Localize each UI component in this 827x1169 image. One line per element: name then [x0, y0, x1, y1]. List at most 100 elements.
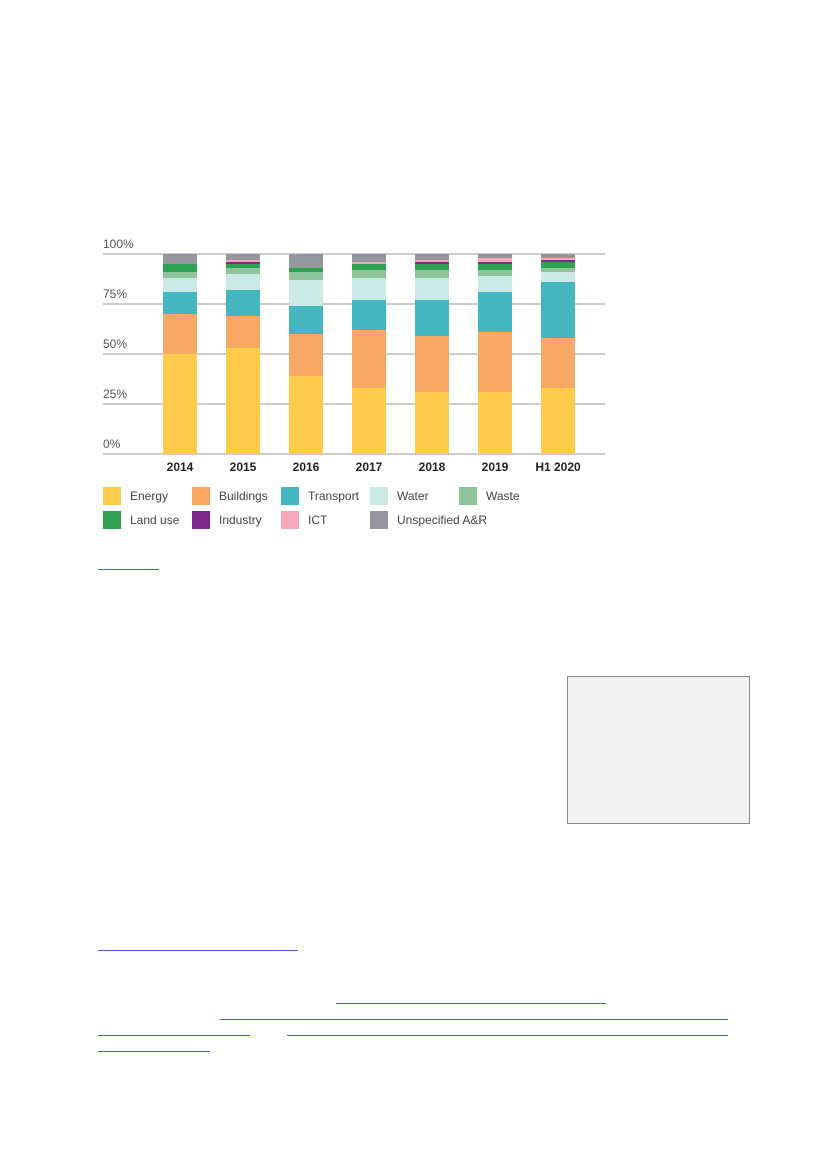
- x-tick-label: 2019: [482, 460, 509, 474]
- legend-label: Buildings: [219, 489, 268, 503]
- legend-item: Industry: [192, 510, 262, 530]
- stacked-bar-chart: 0% 25% 50% 75% 100% 2014 2015 2016 2017 2018 2019…: [103, 237, 605, 474]
- bar-segment-buildings-2018: [415, 336, 449, 392]
- legend-label: Land use: [130, 513, 180, 527]
- legend-item: Waste: [459, 486, 520, 506]
- bar-segment-industry-2015: [226, 262, 260, 264]
- bar-segment-unspecified-a-r-2014: [163, 254, 197, 264]
- legend-item: ICT: [281, 510, 327, 530]
- legend-swatch: [192, 511, 210, 529]
- x-tick-label: 2017: [356, 460, 383, 474]
- x-tick-label: 2015: [230, 460, 257, 474]
- bar-segment-unspecified-a-r-2016: [289, 254, 323, 268]
- divider-rule: [98, 950, 298, 951]
- legend-label: ICT: [308, 513, 328, 527]
- bar-segment-buildings-2016: [289, 334, 323, 376]
- bar-segment-industry-h1-2020: [541, 260, 575, 262]
- legend-swatch: [103, 511, 121, 529]
- legend-label: Energy: [130, 489, 169, 503]
- divider-rule: [98, 1051, 210, 1052]
- legend-item: Energy: [103, 486, 168, 506]
- bar-segment-waste-h1-2020: [541, 268, 575, 272]
- legend-label: Waste: [486, 489, 520, 503]
- legend-item: Unspecified A&R: [370, 510, 487, 530]
- legend-item: Water: [370, 486, 429, 506]
- bar-segment-buildings-h1-2020: [541, 338, 575, 388]
- y-tick-label: 50%: [103, 337, 127, 351]
- bar-segment-unspecified-a-r-2017: [352, 254, 386, 262]
- legend-swatch: [370, 487, 388, 505]
- bar-segment-ict-2015: [226, 260, 260, 262]
- bar-segment-energy-2015: [226, 348, 260, 454]
- bar-segment-ict-2017: [352, 262, 386, 264]
- bar-segment-energy-2019: [478, 392, 512, 454]
- legend-swatch: [370, 511, 388, 529]
- bar-segment-waste-2019: [478, 270, 512, 276]
- bar-segment-transport-2018: [415, 300, 449, 336]
- bar-segment-buildings-2017: [352, 330, 386, 388]
- bar-segment-land-use-2017: [352, 264, 386, 270]
- bars: [163, 254, 575, 454]
- legend-swatch: [459, 487, 477, 505]
- bar-segment-transport-2019: [478, 292, 512, 332]
- bar-segment-transport-h1-2020: [541, 282, 575, 338]
- bar-segment-water-2014: [163, 278, 197, 292]
- divider-rule: [287, 1035, 728, 1036]
- bar-segment-waste-2015: [226, 268, 260, 274]
- divider-rule: [220, 1019, 728, 1020]
- bar-segment-water-h1-2020: [541, 272, 575, 282]
- bar-segment-land-use-2019: [478, 264, 512, 270]
- x-axis-ticks: 2014 2015 2016 2017 2018 2019 H1 2020: [167, 460, 581, 474]
- bar-segment-unspecified-a-r-h1-2020: [541, 254, 575, 258]
- legend-swatch: [281, 511, 299, 529]
- divider-rule: [98, 1035, 250, 1036]
- legend-swatch: [192, 487, 210, 505]
- bar-segment-unspecified-a-r-2018: [415, 254, 449, 260]
- bar-segment-waste-2016: [289, 272, 323, 280]
- legend-label: Unspecified A&R: [397, 513, 488, 527]
- legend-item: Buildings: [192, 486, 268, 506]
- bar-segment-waste-2017: [352, 270, 386, 278]
- x-tick-label: 2018: [419, 460, 446, 474]
- bar-segment-water-2019: [478, 276, 512, 292]
- x-tick-label: H1 2020: [535, 460, 581, 474]
- x-tick-label: 2014: [167, 460, 194, 474]
- bar-segment-waste-2018: [415, 270, 449, 278]
- y-tick-label: 25%: [103, 387, 127, 401]
- bar-segment-unspecified-a-r-2015: [226, 254, 260, 260]
- bar-segment-land-use-2018: [415, 264, 449, 270]
- legend-label: Industry: [219, 513, 262, 527]
- bar-segment-ict-2018: [415, 260, 449, 262]
- bar-segment-energy-2016: [289, 376, 323, 454]
- legend-item: Transport: [281, 486, 359, 506]
- bar-segment-waste-2014: [163, 272, 197, 278]
- legend-swatch: [103, 487, 121, 505]
- x-tick-label: 2016: [293, 460, 320, 474]
- bar-segment-energy-2018: [415, 392, 449, 454]
- bar-segment-transport-2014: [163, 292, 197, 314]
- bar-segment-transport-2015: [226, 290, 260, 316]
- legend-swatch: [281, 487, 299, 505]
- bar-segment-energy-2014: [163, 354, 197, 454]
- y-axis-ticks: 0% 25% 50% 75% 100%: [103, 237, 134, 451]
- divider-rule: [98, 569, 159, 570]
- bar-segment-land-use-2014: [163, 264, 197, 272]
- legend-item: Land use: [103, 510, 179, 530]
- side-box: [567, 676, 750, 824]
- bar-segment-land-use-2015: [226, 264, 260, 268]
- bar-segment-water-2018: [415, 278, 449, 300]
- bar-segment-industry-2019: [478, 262, 512, 264]
- bar-segment-buildings-2015: [226, 316, 260, 348]
- y-tick-label: 75%: [103, 287, 127, 301]
- divider-rule: [336, 1003, 606, 1004]
- bar-segment-transport-2016: [289, 306, 323, 334]
- bar-segment-energy-2017: [352, 388, 386, 454]
- legend-label: Transport: [308, 489, 359, 503]
- chart-legend: Energy Buildings Transport Water Waste Land u…: [103, 486, 523, 534]
- bar-segment-water-2015: [226, 274, 260, 290]
- legend-label: Water: [397, 489, 429, 503]
- bar-segment-water-2017: [352, 278, 386, 300]
- bar-segment-buildings-2019: [478, 332, 512, 392]
- bar-segment-land-use-2016: [289, 268, 323, 272]
- y-tick-label: 0%: [103, 437, 121, 451]
